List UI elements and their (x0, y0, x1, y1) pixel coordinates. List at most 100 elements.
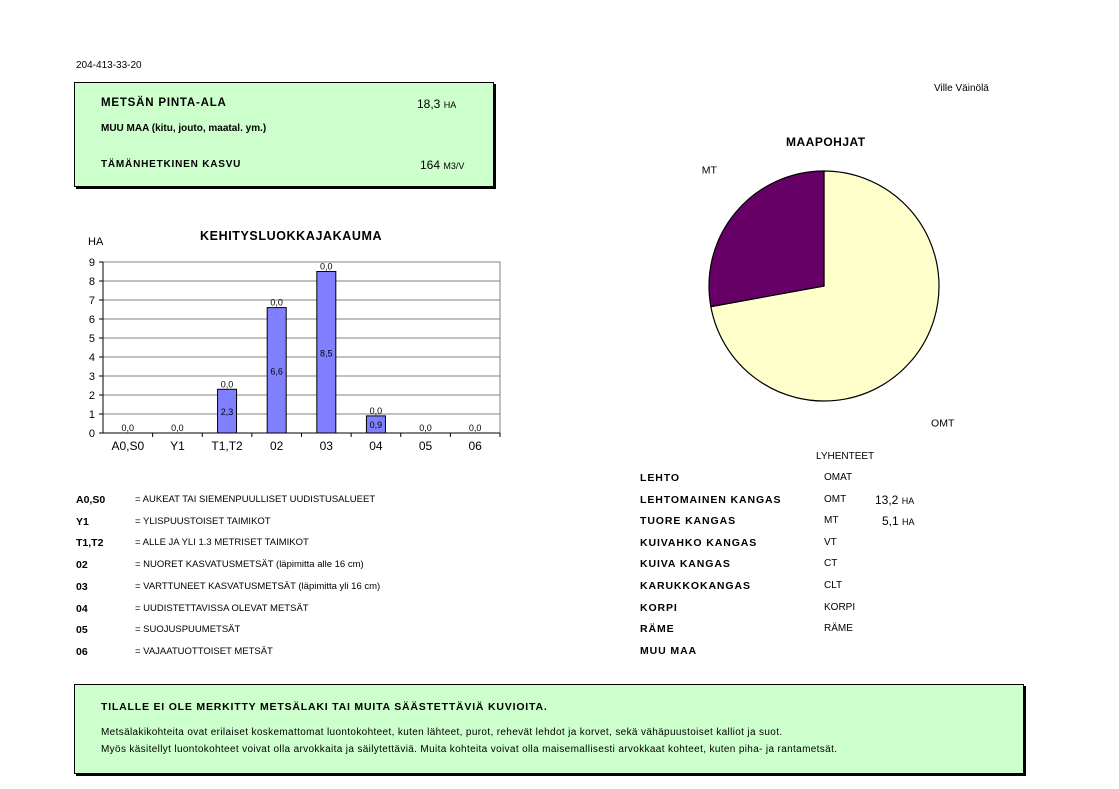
document-id: 204-413-33-20 (76, 60, 142, 71)
x-tick-label: Y1 (170, 439, 185, 453)
soil-type-name: LEHTOMAINEN KANGAS (640, 493, 782, 506)
class-description: = VARTTUNEET KASVATUSMETSÄT (läpimitta y… (135, 580, 381, 592)
soil-type-abbr: VT (824, 536, 837, 548)
soil-type-name: KUIVAHKO KANGAS (640, 536, 758, 549)
bar-top-label: 0,0 (370, 406, 383, 416)
soil-type-abbr: OMT (824, 493, 847, 505)
class-description: = NUORET KASVATUSMETSÄT (läpimitta alle … (135, 559, 364, 571)
notice-line-2: Myös käsitellyt luontokohteet voivat oll… (101, 744, 838, 755)
bar-02 (266, 307, 287, 434)
y-tick-label: 0 (89, 428, 95, 440)
bar-top-label: 0,0 (270, 298, 283, 308)
pie-slice-mt (708, 170, 825, 308)
soil-type-abbr: CT (824, 558, 838, 570)
class-code: 06 (76, 645, 88, 658)
soil-type-area: 13,2 HA (875, 493, 914, 507)
x-tick-label: T1,T2 (211, 439, 243, 453)
bar-value-label: 0,9 (370, 420, 383, 430)
soil-type-name: MUU MAA (640, 644, 698, 657)
class-code: 04 (76, 602, 88, 615)
area-unit: HA (443, 100, 457, 110)
soil-type-abbr: OMAT (824, 472, 853, 483)
pie-label: MT (702, 164, 718, 176)
notice-heading: TILALLE EI OLE MERKITTY METSÄLAKI TAI MU… (101, 701, 548, 713)
other-land-label: MUU MAA (kitu, jouto, maatal. ym.) (101, 123, 267, 134)
bar-top-label: 0,0 (122, 423, 135, 433)
y-tick-label: 7 (89, 295, 95, 307)
notice-line-1: Metsälakikohteita ovat erilaiset koskema… (101, 727, 783, 738)
soil-type-name: LEHTO (640, 472, 680, 484)
class-code: A0,S0 (76, 494, 106, 506)
class-description: = SUOJUSPUUMETSÄT (135, 624, 241, 636)
y-tick-label: 8 (89, 276, 95, 288)
soil-area-unit: HA (901, 495, 915, 506)
y-tick-label: 2 (89, 390, 95, 402)
soil-type-abbr: RÄME (824, 623, 853, 635)
soil-type-abbr: KORPI (824, 601, 856, 613)
owner-name: Ville Väinölä (934, 83, 989, 94)
growth-number: 164 (420, 158, 441, 172)
bar-chart-title: KEHITYSLUOKKAJAKAUMA (200, 229, 383, 243)
y-tick-label: 1 (89, 409, 95, 421)
area-number: 18,3 (417, 97, 441, 111)
soil-type-name: TUORE KANGAS (640, 515, 736, 528)
x-tick-label: A0,S0 (111, 439, 144, 453)
x-tick-label: 06 (469, 439, 483, 453)
bar-chart-ylabel: HA (88, 236, 104, 248)
abbrev-header: LYHENTEET (816, 451, 875, 462)
bar-chart: 0 1 2 3 4 5 6 7 8 9 0,0 A0,S0 0,0 Y1 0,0 2,3 T1,T2 0,0 6,6… (89, 257, 501, 453)
class-code: 02 (76, 559, 88, 572)
class-code: T1,T2 (76, 537, 104, 550)
soil-area-number: 5,1 (882, 514, 903, 529)
area-value: 18,3 HA (417, 97, 456, 111)
class-description: = AUKEAT TAI SIEMENPUULLISET UUDISTUSALU… (135, 494, 376, 505)
pie-slice-omt (710, 170, 940, 402)
y-tick-label: 6 (89, 314, 95, 326)
bar-04 (365, 415, 386, 434)
pie-label: OMT (931, 418, 955, 430)
class-description: = YLISPUUSTOISET TAIMIKOT (135, 515, 271, 527)
x-tick-label: 03 (320, 439, 334, 453)
class-code: Y1 (76, 515, 89, 528)
soil-type-name: KORPI (640, 601, 678, 614)
class-description: = ALLE JA YLI 1.3 METRISET TAIMIKOT (135, 537, 309, 549)
y-tick-label: 4 (89, 352, 95, 364)
y-tick-label: 9 (89, 257, 95, 269)
class-description: = VAJAATUOTTOISET METSÄT (135, 645, 273, 657)
bar-value-label: 6,6 (270, 366, 283, 376)
y-tick-label: 5 (89, 333, 95, 345)
bar-top-label: 0,0 (320, 262, 333, 272)
soil-type-name: KARUKKOKANGAS (640, 580, 751, 592)
soil-type-area: 5,1 HA (882, 514, 915, 528)
x-tick-label: 02 (270, 439, 284, 453)
growth-unit: M3/V (443, 161, 465, 171)
bar-plot-area (102, 261, 501, 434)
soil-area-unit: HA (902, 517, 915, 528)
x-tick-label: 05 (419, 439, 433, 453)
y-tick-label: 3 (89, 371, 95, 383)
bar-03 (316, 271, 337, 434)
growth-value: 164 M3/V (420, 158, 464, 172)
x-tick-label: 04 (369, 439, 383, 453)
bar-top-label: 0,0 (171, 423, 184, 433)
bar-top-label: 0,0 (221, 379, 234, 389)
pie-chart: OMT MT (702, 164, 955, 430)
soil-type-name: KUIVA KANGAS (640, 558, 731, 571)
class-code: 03 (76, 580, 88, 593)
soil-type-abbr: MT (824, 515, 839, 527)
summary-box: METSÄN PINTA-ALA 18,3 HA MUU MAA (kitu, … (74, 82, 494, 187)
soil-type-name: RÄME (640, 623, 675, 636)
class-description: = UUDISTETTAVISSA OLEVAT METSÄT (135, 602, 309, 614)
bar-value-label: 2,3 (221, 407, 234, 417)
bar-top-label: 0,0 (419, 423, 432, 433)
bar-value-label: 8,5 (320, 348, 333, 358)
bar-T1,T2 (217, 388, 238, 434)
growth-label: TÄMÄNHETKINEN KASVU (101, 159, 242, 170)
notice-box: TILALLE EI OLE MERKITTY METSÄLAKI TAI MU… (74, 684, 1024, 774)
class-code: 05 (76, 624, 88, 637)
pie-chart-title: MAAPOHJAT (786, 135, 866, 149)
area-label: METSÄN PINTA-ALA (101, 97, 227, 109)
soil-area-number: 13,2 (875, 492, 902, 507)
soil-type-abbr: CLT (824, 580, 843, 591)
bar-top-label: 0,0 (469, 423, 482, 433)
